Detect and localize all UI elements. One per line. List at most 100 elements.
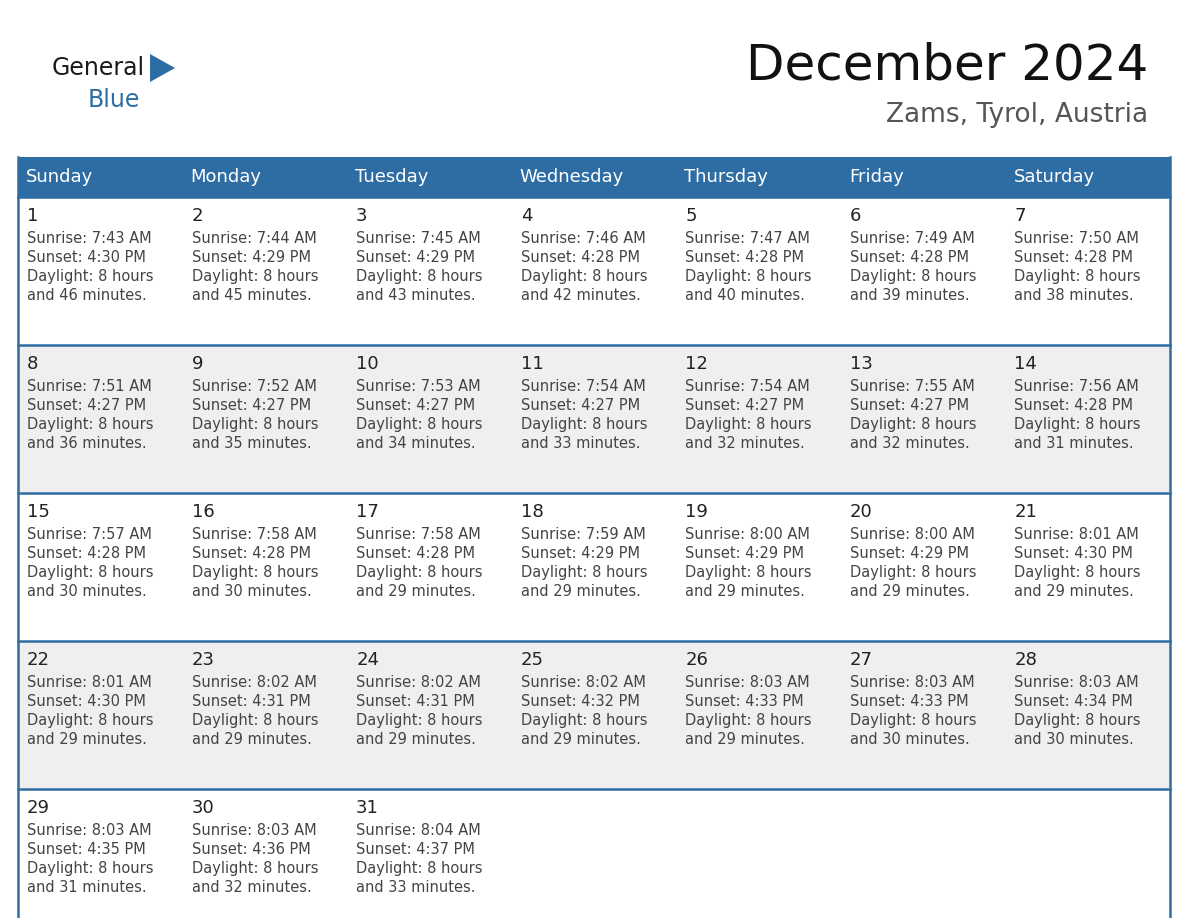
Text: Daylight: 8 hours: Daylight: 8 hours [520, 565, 647, 580]
Text: 13: 13 [849, 355, 873, 373]
Text: Sunrise: 7:46 AM: Sunrise: 7:46 AM [520, 231, 645, 246]
Text: Tuesday: Tuesday [355, 168, 429, 186]
Text: 23: 23 [191, 651, 215, 669]
Bar [18, 345, 1170, 493]
Text: 12: 12 [685, 355, 708, 373]
Text: and 29 minutes.: and 29 minutes. [685, 732, 805, 747]
Text: and 45 minutes.: and 45 minutes. [191, 288, 311, 303]
Text: and 33 minutes.: and 33 minutes. [356, 880, 475, 895]
Text: and 33 minutes.: and 33 minutes. [520, 436, 640, 451]
Text: 20: 20 [849, 503, 873, 521]
Text: and 32 minutes.: and 32 minutes. [849, 436, 969, 451]
Text: 17: 17 [356, 503, 379, 521]
Text: 25: 25 [520, 651, 544, 669]
Text: Daylight: 8 hours: Daylight: 8 hours [1015, 417, 1140, 432]
Text: Daylight: 8 hours: Daylight: 8 hours [356, 565, 482, 580]
Text: Sunset: 4:28 PM: Sunset: 4:28 PM [685, 250, 804, 265]
Text: and 29 minutes.: and 29 minutes. [356, 584, 476, 599]
Bar [18, 493, 1170, 641]
Text: Sunset: 4:31 PM: Sunset: 4:31 PM [356, 694, 475, 709]
Text: Sunset: 4:33 PM: Sunset: 4:33 PM [849, 694, 968, 709]
Text: Sunset: 4:29 PM: Sunset: 4:29 PM [685, 546, 804, 561]
Text: Sunrise: 8:02 AM: Sunrise: 8:02 AM [191, 675, 316, 690]
Text: Sunset: 4:29 PM: Sunset: 4:29 PM [356, 250, 475, 265]
Text: Daylight: 8 hours: Daylight: 8 hours [191, 269, 318, 284]
Text: 24: 24 [356, 651, 379, 669]
Text: Sunrise: 8:03 AM: Sunrise: 8:03 AM [685, 675, 810, 690]
Text: 1: 1 [27, 207, 38, 225]
Bar [18, 197, 1170, 345]
Text: Monday: Monday [190, 168, 261, 186]
Text: Sunrise: 7:59 AM: Sunrise: 7:59 AM [520, 527, 645, 542]
Text: Sunrise: 7:57 AM: Sunrise: 7:57 AM [27, 527, 152, 542]
Text: Daylight: 8 hours: Daylight: 8 hours [685, 565, 811, 580]
Text: 11: 11 [520, 355, 543, 373]
Polygon shape [150, 54, 175, 82]
Text: Sunrise: 8:02 AM: Sunrise: 8:02 AM [356, 675, 481, 690]
Text: Daylight: 8 hours: Daylight: 8 hours [1015, 713, 1140, 728]
Text: Daylight: 8 hours: Daylight: 8 hours [1015, 269, 1140, 284]
Text: 21: 21 [1015, 503, 1037, 521]
Bar [18, 157, 1170, 197]
Text: and 32 minutes.: and 32 minutes. [191, 880, 311, 895]
Text: Daylight: 8 hours: Daylight: 8 hours [849, 713, 977, 728]
Text: 9: 9 [191, 355, 203, 373]
Text: Daylight: 8 hours: Daylight: 8 hours [520, 417, 647, 432]
Text: Thursday: Thursday [684, 168, 769, 186]
Text: and 29 minutes.: and 29 minutes. [685, 584, 805, 599]
Text: Daylight: 8 hours: Daylight: 8 hours [520, 269, 647, 284]
Bar [18, 789, 1170, 918]
Text: Sunset: 4:32 PM: Sunset: 4:32 PM [520, 694, 639, 709]
Text: and 29 minutes.: and 29 minutes. [520, 584, 640, 599]
Text: Sunset: 4:37 PM: Sunset: 4:37 PM [356, 842, 475, 857]
Text: 4: 4 [520, 207, 532, 225]
Text: and 29 minutes.: and 29 minutes. [27, 732, 147, 747]
Text: and 35 minutes.: and 35 minutes. [191, 436, 311, 451]
Text: Sunrise: 8:00 AM: Sunrise: 8:00 AM [685, 527, 810, 542]
Text: Sunrise: 8:01 AM: Sunrise: 8:01 AM [1015, 527, 1139, 542]
Text: Daylight: 8 hours: Daylight: 8 hours [191, 565, 318, 580]
Text: 31: 31 [356, 799, 379, 817]
Text: and 30 minutes.: and 30 minutes. [849, 732, 969, 747]
Text: Sunset: 4:28 PM: Sunset: 4:28 PM [1015, 250, 1133, 265]
Text: and 31 minutes.: and 31 minutes. [27, 880, 146, 895]
Text: and 30 minutes.: and 30 minutes. [1015, 732, 1135, 747]
Text: and 30 minutes.: and 30 minutes. [27, 584, 147, 599]
Text: and 34 minutes.: and 34 minutes. [356, 436, 475, 451]
Text: Sunrise: 8:03 AM: Sunrise: 8:03 AM [191, 823, 316, 838]
Text: Sunset: 4:27 PM: Sunset: 4:27 PM [849, 398, 969, 413]
Text: Daylight: 8 hours: Daylight: 8 hours [27, 713, 153, 728]
Text: Sunrise: 8:03 AM: Sunrise: 8:03 AM [27, 823, 152, 838]
Text: December 2024: December 2024 [746, 41, 1148, 89]
Text: and 29 minutes.: and 29 minutes. [356, 732, 476, 747]
Text: Sunrise: 8:01 AM: Sunrise: 8:01 AM [27, 675, 152, 690]
Text: 22: 22 [27, 651, 50, 669]
Text: 10: 10 [356, 355, 379, 373]
Text: Sunset: 4:28 PM: Sunset: 4:28 PM [849, 250, 969, 265]
Text: Sunrise: 7:47 AM: Sunrise: 7:47 AM [685, 231, 810, 246]
Text: and 43 minutes.: and 43 minutes. [356, 288, 475, 303]
Text: Sunrise: 7:53 AM: Sunrise: 7:53 AM [356, 379, 481, 394]
Text: Sunset: 4:29 PM: Sunset: 4:29 PM [520, 546, 639, 561]
Text: and 46 minutes.: and 46 minutes. [27, 288, 147, 303]
Text: and 31 minutes.: and 31 minutes. [1015, 436, 1135, 451]
Text: Saturday: Saturday [1013, 168, 1094, 186]
Text: Sunrise: 7:52 AM: Sunrise: 7:52 AM [191, 379, 316, 394]
Text: 15: 15 [27, 503, 50, 521]
Text: and 32 minutes.: and 32 minutes. [685, 436, 805, 451]
Text: and 29 minutes.: and 29 minutes. [191, 732, 311, 747]
Text: Zams, Tyrol, Austria: Zams, Tyrol, Austria [886, 102, 1148, 128]
Text: Sunset: 4:28 PM: Sunset: 4:28 PM [191, 546, 310, 561]
Text: 28: 28 [1015, 651, 1037, 669]
Text: Sunset: 4:35 PM: Sunset: 4:35 PM [27, 842, 146, 857]
Text: Sunrise: 8:03 AM: Sunrise: 8:03 AM [1015, 675, 1139, 690]
Text: Daylight: 8 hours: Daylight: 8 hours [27, 417, 153, 432]
Text: Sunset: 4:27 PM: Sunset: 4:27 PM [685, 398, 804, 413]
Text: 27: 27 [849, 651, 873, 669]
Text: Sunrise: 7:51 AM: Sunrise: 7:51 AM [27, 379, 152, 394]
Text: 19: 19 [685, 503, 708, 521]
Text: 8: 8 [27, 355, 38, 373]
Text: Friday: Friday [849, 168, 904, 186]
Text: Sunset: 4:27 PM: Sunset: 4:27 PM [356, 398, 475, 413]
Text: Daylight: 8 hours: Daylight: 8 hours [356, 713, 482, 728]
